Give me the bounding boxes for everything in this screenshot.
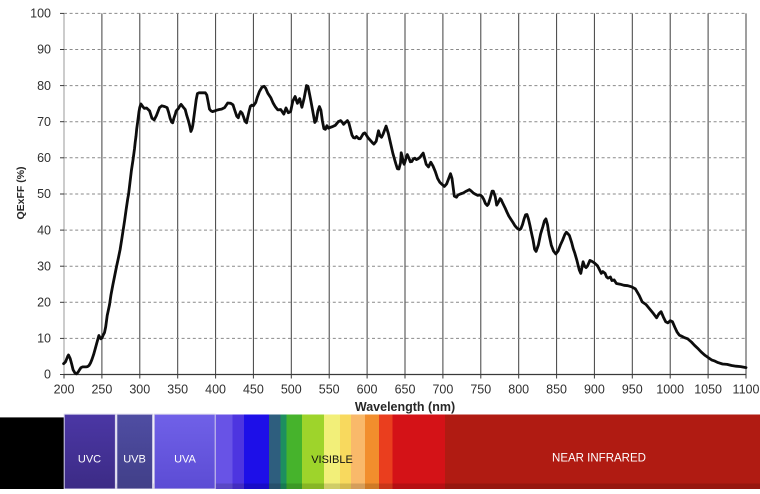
svg-text:200: 200 [54,383,75,397]
svg-text:550: 550 [319,383,340,397]
svg-text:70: 70 [37,115,51,129]
svg-text:40: 40 [37,223,51,237]
svg-text:900: 900 [584,383,605,397]
svg-text:350: 350 [167,383,188,397]
svg-text:1000: 1000 [656,383,684,397]
svg-text:750: 750 [470,383,491,397]
svg-text:450: 450 [243,383,264,397]
svg-text:600: 600 [357,383,378,397]
svg-text:1050: 1050 [694,383,722,397]
svg-text:1100: 1100 [733,383,760,397]
svg-text:100: 100 [30,7,51,21]
svg-text:30: 30 [37,259,51,273]
svg-text:250: 250 [91,383,112,397]
svg-text:UVA: UVA [174,454,196,466]
svg-text:NEAR INFRARED: NEAR INFRARED [552,453,646,465]
svg-text:60: 60 [37,151,51,165]
svg-text:Wavelength (nm): Wavelength (nm) [355,400,455,414]
svg-text:0: 0 [44,368,51,382]
svg-text:500: 500 [281,383,302,397]
svg-text:UVC: UVC [78,454,101,466]
svg-text:80: 80 [37,79,51,93]
svg-text:90: 90 [37,43,51,57]
svg-text:950: 950 [622,383,643,397]
svg-text:10: 10 [37,332,51,346]
svg-text:QExFF (%): QExFF (%) [15,166,27,219]
svg-text:300: 300 [129,383,150,397]
svg-text:UVB: UVB [123,454,146,466]
svg-text:400: 400 [205,383,226,397]
svg-text:20: 20 [37,296,51,310]
svg-text:850: 850 [546,383,567,397]
svg-text:VISIBLE: VISIBLE [311,454,353,466]
svg-text:50: 50 [37,187,51,201]
svg-text:650: 650 [395,383,416,397]
svg-text:700: 700 [432,383,453,397]
svg-text:800: 800 [508,383,529,397]
